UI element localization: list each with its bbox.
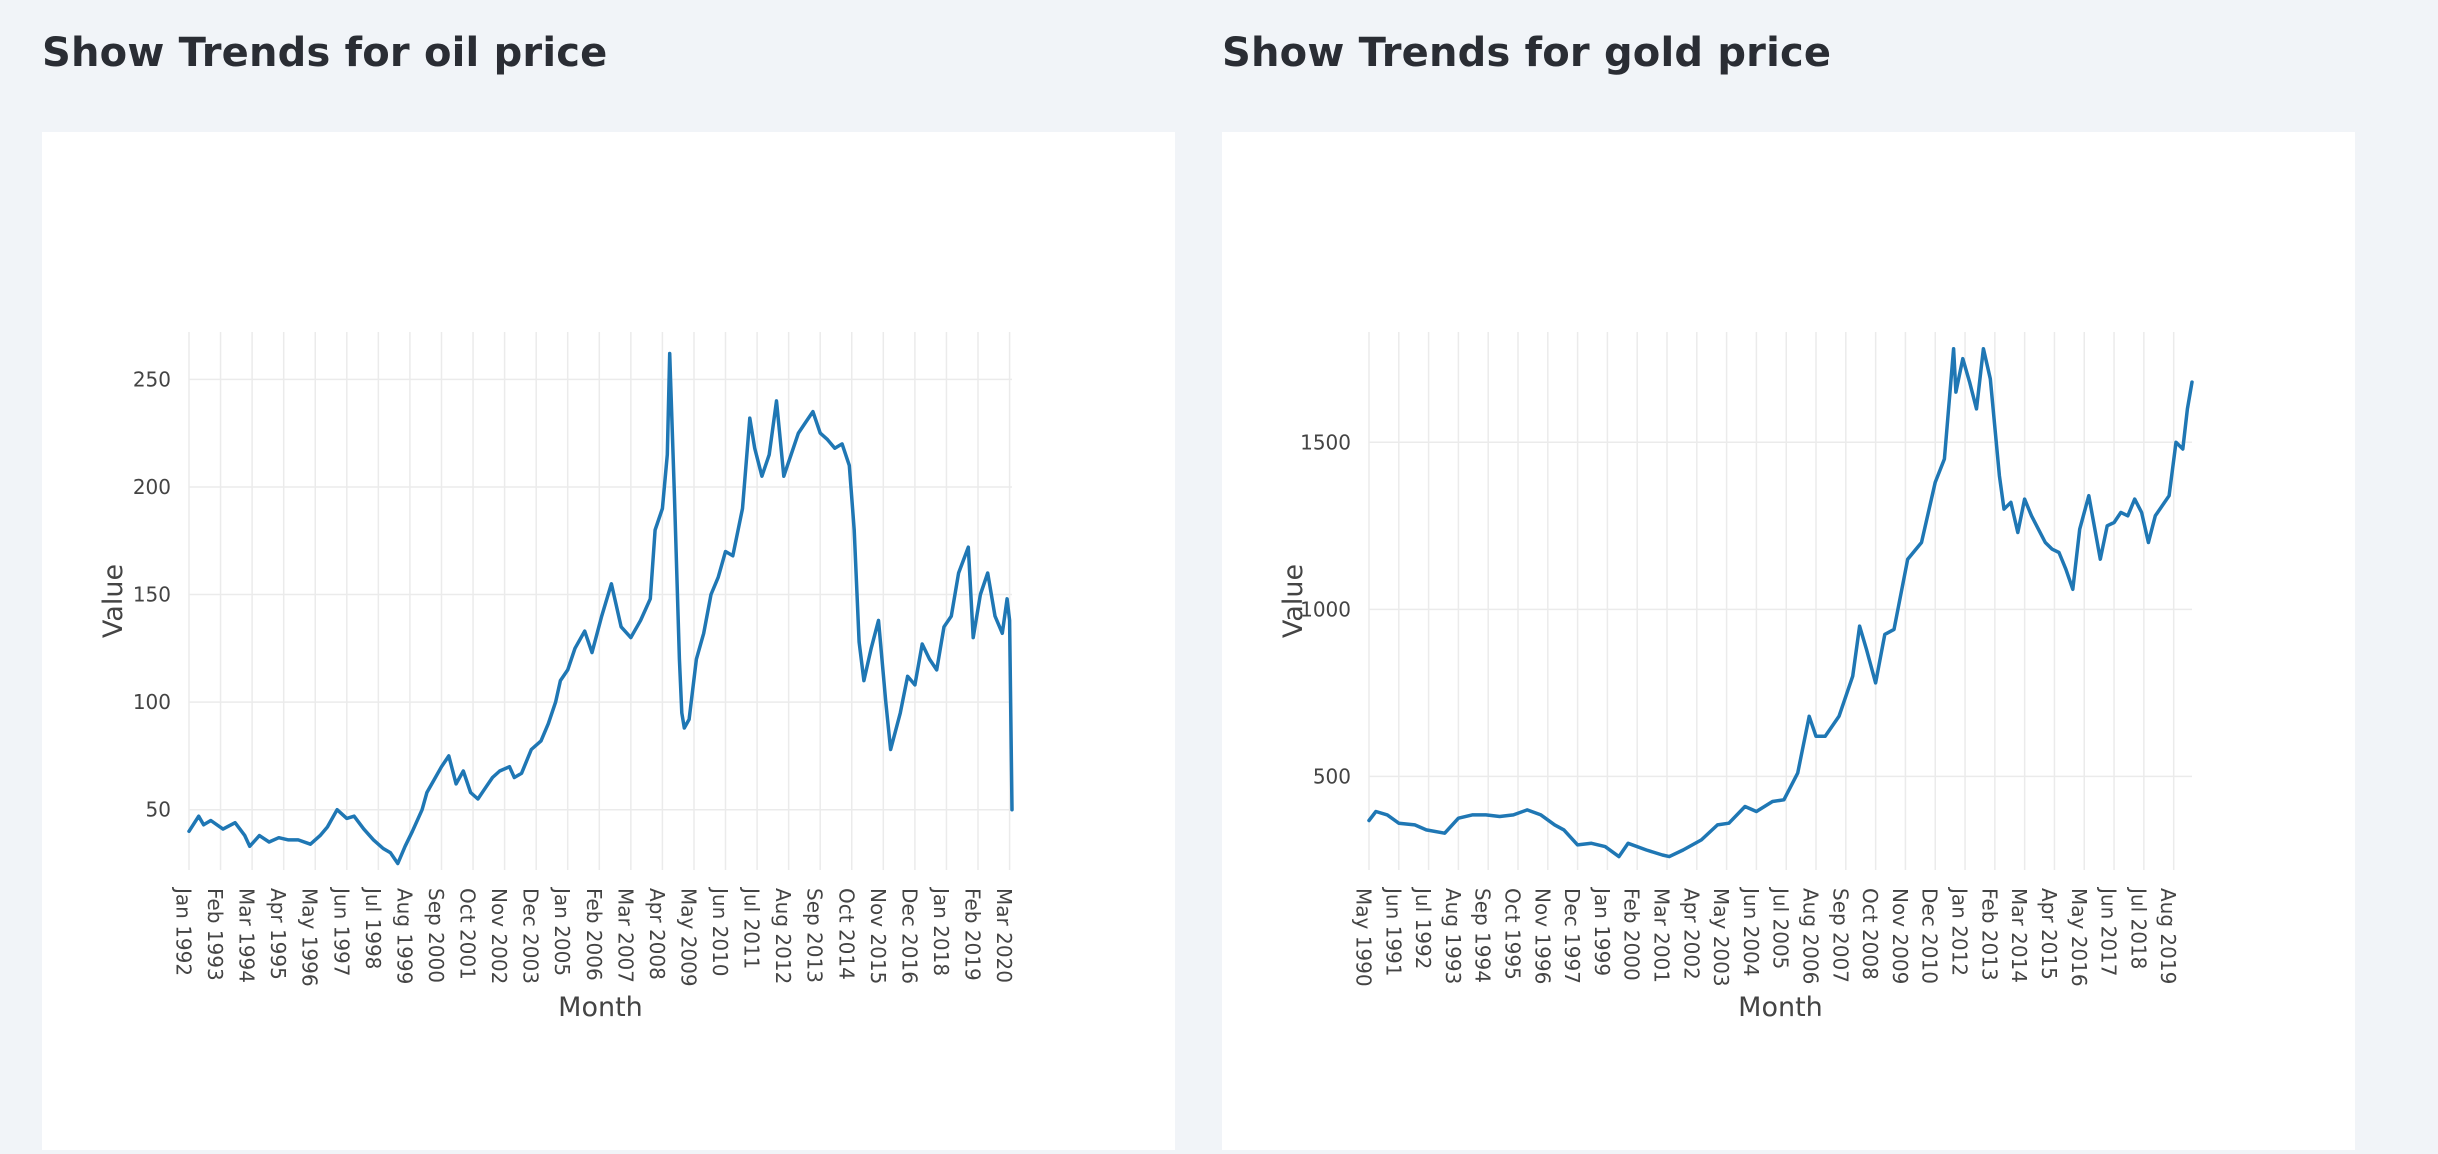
oil-x-tick-label: Jul 2011 <box>740 886 764 969</box>
oil-x-tick-label: Jun 1997 <box>329 886 353 977</box>
oil-x-axis-title: Month <box>558 992 643 1023</box>
gold-x-tick-label: Aug 2019 <box>2156 888 2180 984</box>
gold-y-tick-label: 500 <box>1313 764 1351 788</box>
oil-x-tick-label: Sep 2013 <box>803 888 827 983</box>
gold-x-tick-label: Mar 2001 <box>1650 888 1674 983</box>
gold-price-chart: May 1990 Jun 1991 Jul 1992 Aug 1993 Sep 1994… <box>1278 332 2194 1023</box>
oil-chart-card: Jan 1992 Feb 1993 Mar 1994 Apr 1995 May 1996… <box>42 132 1175 1150</box>
oil-x-tick-label: Dec 2003 <box>519 888 543 984</box>
gold-x-tick-label: Jul 1992 <box>1411 886 1435 969</box>
oil-y-tick-label: 150 <box>133 583 171 607</box>
gold-x-tick-label: Apr 2015 <box>2037 888 2061 980</box>
gold-x-tick-label: May 2003 <box>1709 888 1733 987</box>
gold-x-tick-label: Nov 2009 <box>1888 888 1912 984</box>
gold-x-tick-label: Sep 2007 <box>1828 888 1852 983</box>
oil-x-tick-label: Jan 2005 <box>550 886 574 976</box>
oil-x-tick-label: Dec 2016 <box>897 888 921 984</box>
oil-panel-title: Show Trends for oil price <box>42 30 608 76</box>
gold-x-tick-label: Jan 2012 <box>1948 886 1972 976</box>
oil-x-tick-label: Jan 2018 <box>929 886 953 976</box>
oil-x-tick-label: Feb 1993 <box>203 888 227 981</box>
gold-x-tick-label: Dec 1997 <box>1560 888 1584 984</box>
oil-x-tick-label: Jan 1992 <box>172 886 196 976</box>
gold-x-tick-label: Aug 2006 <box>1799 888 1823 984</box>
gold-x-tick-label: Jan 1999 <box>1590 886 1614 976</box>
gold-x-tick-label: Jul 2018 <box>2126 886 2150 969</box>
oil-y-tick-label: 250 <box>133 367 171 391</box>
oil-x-tick-label: Mar 1994 <box>235 888 259 983</box>
gold-x-tick-label: Jun 2017 <box>2097 886 2121 977</box>
oil-x-tick-label: Aug 2012 <box>771 888 795 984</box>
gold-x-tick-label: Oct 2008 <box>1858 888 1882 980</box>
gold-x-tick-label: May 2016 <box>2067 888 2091 987</box>
gold-x-tick-label: Sep 1994 <box>1471 888 1495 983</box>
gold-y-tick-label: 1500 <box>1300 430 1351 454</box>
gold-x-tick-label: Apr 2002 <box>1679 888 1703 980</box>
oil-x-tick-label: Sep 2000 <box>424 888 448 983</box>
oil-x-tick-label: Oct 2014 <box>834 888 858 980</box>
oil-x-tick-label: Nov 2015 <box>866 888 890 984</box>
oil-x-tick-label: Aug 1999 <box>392 888 416 984</box>
oil-x-tick-label: Mar 2020 <box>992 888 1016 983</box>
oil-price-line <box>187 351 1014 866</box>
gold-y-tick-label: 1000 <box>1300 597 1351 621</box>
gold-price-line <box>1367 346 2194 859</box>
oil-x-tick-label: Feb 2006 <box>582 888 606 981</box>
gold-x-tick-label: Dec 2010 <box>1918 888 1942 984</box>
oil-x-tick-label: May 2009 <box>676 888 700 987</box>
oil-x-tick-label: Jun 2010 <box>708 886 732 977</box>
gold-x-tick-label: Feb 2013 <box>1977 888 2001 981</box>
gold-x-tick-label: Nov 1996 <box>1530 888 1554 984</box>
oil-x-tick-label: Apr 1995 <box>266 888 290 980</box>
oil-x-tick-label: Oct 2001 <box>456 888 480 980</box>
oil-x-tick-label: Apr 2008 <box>645 888 669 980</box>
oil-x-tick-label: Mar 2007 <box>613 888 637 983</box>
gold-panel-title: Show Trends for gold price <box>1222 30 1832 76</box>
oil-x-tick-label: Jul 1998 <box>361 886 385 969</box>
gold-x-tick-label: Mar 2014 <box>2007 888 2031 983</box>
gold-x-tick-label: Jun 1991 <box>1381 886 1405 977</box>
oil-price-chart: Jan 1992 Feb 1993 Mar 1994 Apr 1995 May 1996… <box>98 332 1016 1023</box>
oil-y-tick-label: 50 <box>146 798 171 822</box>
gold-x-tick-label: Feb 2000 <box>1620 888 1644 981</box>
gold-x-tick-label: May 1990 <box>1352 888 1376 987</box>
gold-x-tick-label: Oct 1995 <box>1501 888 1525 980</box>
oil-y-tick-label: 100 <box>133 690 171 714</box>
gold-chart-card: May 1990 Jun 1991 Jul 1992 Aug 1993 Sep 1994… <box>1222 132 2355 1150</box>
gold-x-tick-label: Aug 1993 <box>1441 888 1465 984</box>
oil-x-tick-label: May 1996 <box>298 888 322 987</box>
gold-x-tick-label: Jul 2005 <box>1769 886 1793 969</box>
oil-y-tick-label: 200 <box>133 475 171 499</box>
oil-x-tick-label: Feb 2019 <box>961 888 985 981</box>
oil-x-tick-label: Nov 2002 <box>487 888 511 984</box>
gold-y-axis-title: Value <box>1278 564 1309 638</box>
gold-x-axis-title: Month <box>1738 992 1823 1023</box>
gold-x-tick-label: Jun 2004 <box>1739 886 1763 977</box>
oil-y-axis-title: Value <box>98 564 129 638</box>
